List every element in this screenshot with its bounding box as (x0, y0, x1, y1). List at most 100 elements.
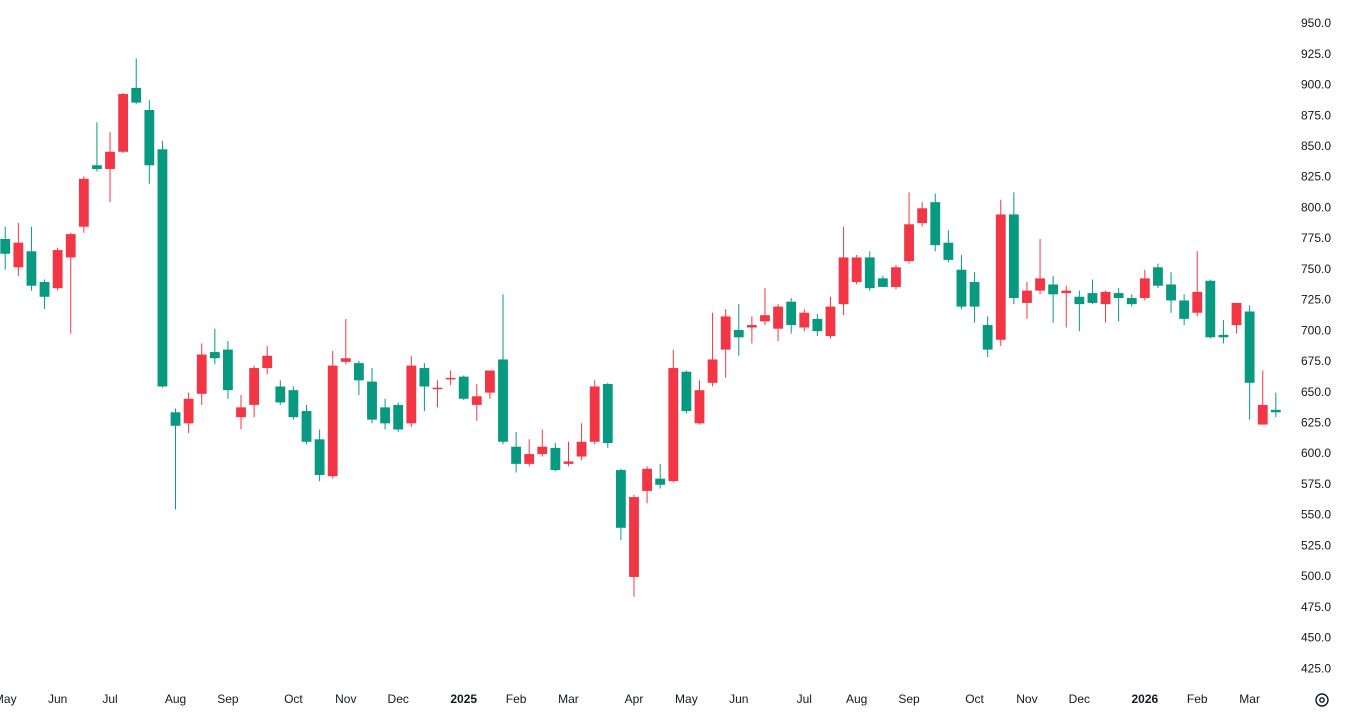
candle-body (864, 257, 875, 289)
candle-body (249, 368, 260, 405)
candle-body (367, 381, 377, 420)
candle-body (629, 497, 639, 577)
candle-body (78, 178, 89, 227)
candle-body (511, 446, 522, 464)
x-tick-label: May (0, 692, 17, 706)
candle-body (1126, 297, 1137, 305)
candle-body (563, 461, 574, 464)
candle-body (1061, 290, 1072, 294)
candle-body (537, 446, 548, 455)
candle-body (209, 352, 220, 359)
y-tick-label: 500.0 (1301, 569, 1331, 583)
candle-body (52, 250, 63, 289)
candle-body (26, 251, 37, 286)
candle-body (301, 411, 312, 442)
candle-body (157, 149, 168, 387)
candle-body (1035, 278, 1045, 291)
x-tick-label: Nov (1016, 692, 1037, 706)
x-tick-label: Nov (335, 692, 356, 706)
y-tick-label: 750.0 (1301, 262, 1331, 276)
candle-body (1257, 404, 1268, 425)
x-tick-label: Jul (102, 692, 117, 706)
x-tick-label: 2026 (1131, 692, 1158, 706)
candle-body (799, 312, 810, 328)
candle-body (681, 371, 692, 412)
candle-body (877, 278, 888, 287)
candle-body (760, 315, 770, 322)
candle-body (1192, 291, 1203, 313)
candle-body (288, 390, 299, 418)
y-tick-label: 850.0 (1301, 139, 1331, 153)
y-tick-label: 525.0 (1301, 538, 1331, 552)
candle-body (170, 412, 181, 426)
candle-body (1139, 278, 1150, 298)
candle-body (498, 359, 508, 442)
candle-body (602, 384, 613, 444)
y-tick-label: 675.0 (1301, 354, 1331, 368)
y-tick-label: 900.0 (1301, 78, 1331, 92)
candle-body (786, 301, 797, 326)
candle-body (1008, 214, 1019, 298)
candle-body (930, 202, 941, 246)
candle-body (891, 267, 901, 287)
x-tick-label: Oct (965, 692, 984, 706)
candle-body (969, 282, 980, 307)
candle-body (236, 407, 246, 418)
candle-body (668, 368, 679, 482)
candle-body (406, 365, 417, 424)
candle-body (340, 358, 351, 362)
candle-body (642, 468, 652, 491)
candle-body (1218, 334, 1229, 338)
settings-icon[interactable] (1315, 693, 1329, 707)
candle-body (589, 386, 600, 442)
candle-body (39, 282, 50, 297)
candle-body (550, 447, 561, 471)
candle-body (851, 257, 862, 283)
candle-body (733, 329, 744, 338)
candle-body (196, 354, 207, 394)
y-tick-label: 625.0 (1301, 416, 1331, 430)
candle-body (1074, 296, 1085, 305)
candle-body (118, 94, 129, 152)
candle-body (144, 109, 155, 166)
candle-body (1179, 300, 1190, 319)
candle-body (694, 390, 705, 424)
candle-body (445, 377, 456, 380)
x-tick-label: Aug (165, 692, 186, 706)
x-tick-label: Feb (506, 692, 527, 706)
candle-body (1270, 409, 1281, 413)
settings-core (1319, 697, 1325, 703)
candle-body (982, 325, 993, 350)
y-tick-label: 775.0 (1301, 231, 1331, 245)
x-tick-label: Jun (729, 692, 748, 706)
candle-body (223, 349, 233, 391)
candle-body (1022, 290, 1032, 303)
candle-body (0, 239, 11, 254)
y-tick-label: 950.0 (1301, 16, 1331, 30)
y-tick-label: 450.0 (1301, 631, 1331, 645)
candle-body (1166, 284, 1176, 301)
candle-body (262, 355, 273, 369)
x-tick-label: Sep (898, 692, 920, 706)
x-tick-label: Jul (797, 692, 812, 706)
candle-body (393, 404, 404, 430)
candle-body (838, 257, 849, 305)
y-tick-label: 550.0 (1301, 508, 1331, 522)
x-tick-label: Jun (48, 692, 67, 706)
candle-body (956, 269, 967, 307)
candle-body (105, 151, 115, 169)
candle-body (1244, 311, 1255, 383)
candle-body (327, 365, 338, 477)
candle-body (183, 398, 194, 424)
candle-body (380, 407, 391, 424)
candle-body (773, 306, 783, 329)
y-tick-label: 425.0 (1301, 661, 1331, 675)
candle-body (943, 242, 954, 260)
y-tick-label: 725.0 (1301, 293, 1331, 307)
y-tick-label: 475.0 (1301, 600, 1331, 614)
candle-body (92, 165, 102, 169)
candle-body (1231, 302, 1242, 326)
candle-body (65, 234, 76, 258)
